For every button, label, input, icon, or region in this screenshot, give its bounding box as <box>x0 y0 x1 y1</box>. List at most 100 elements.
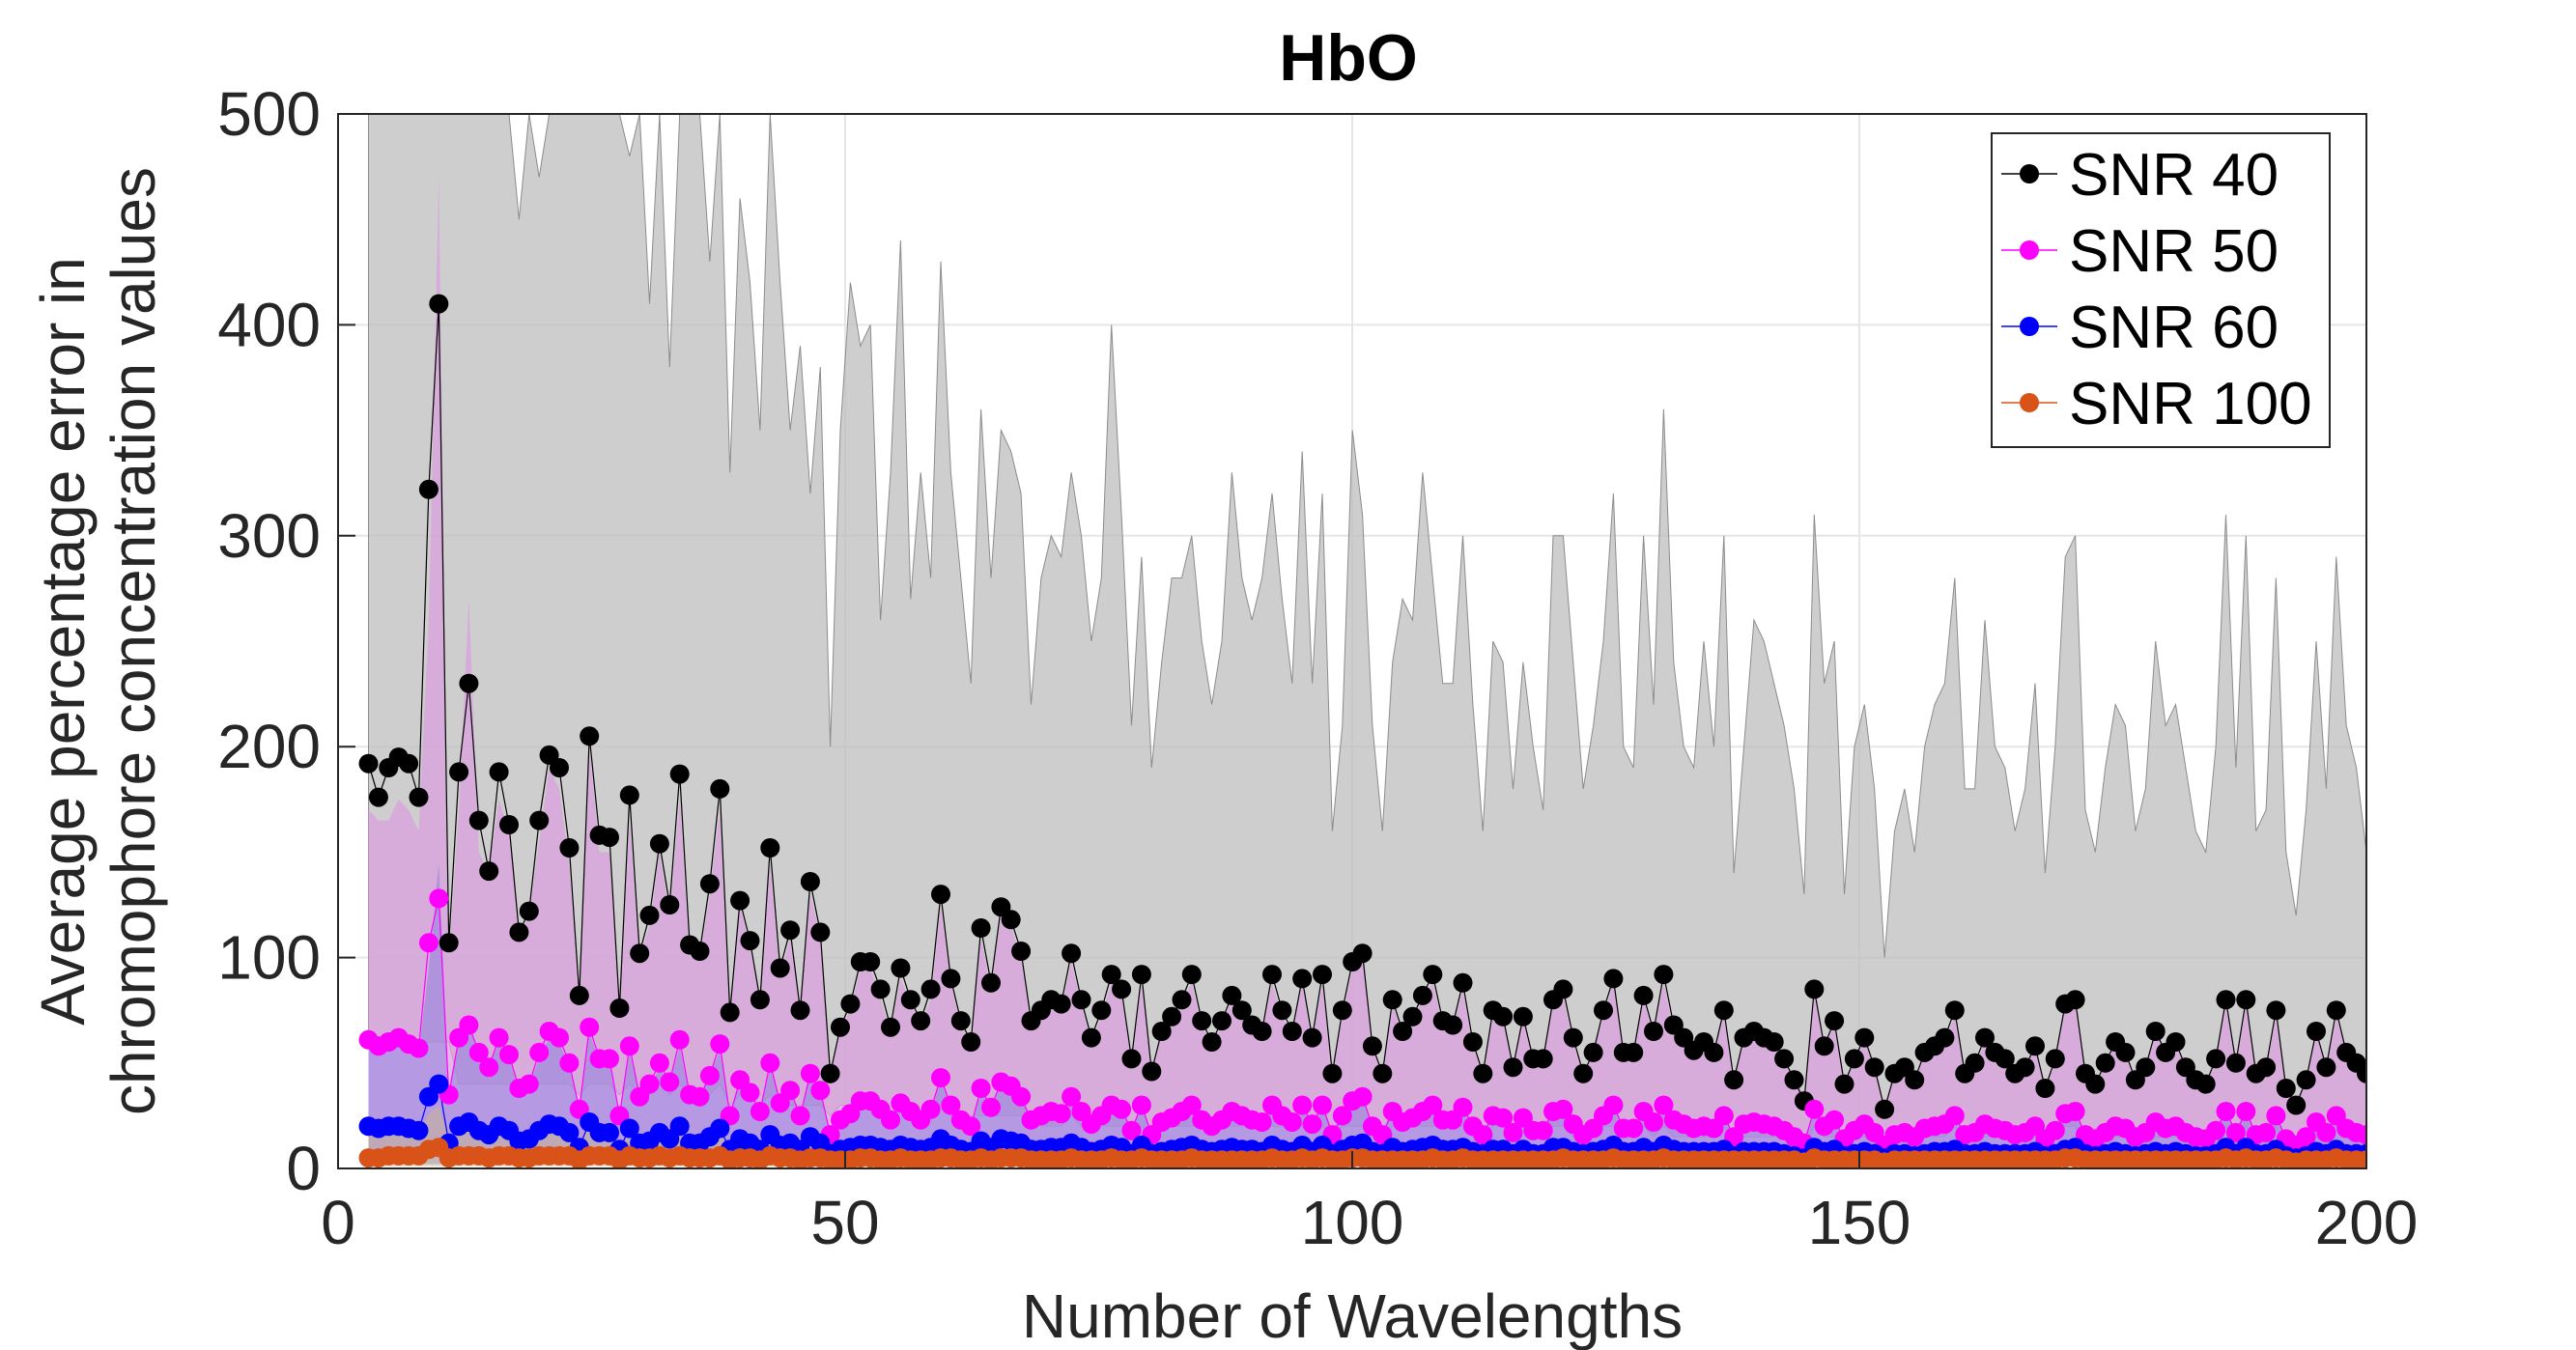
point-snr-40 <box>1302 1027 1322 1048</box>
point-snr-50 <box>1493 1108 1514 1128</box>
point-snr-40 <box>971 918 991 938</box>
legend-marker-snr-50 <box>2020 240 2039 260</box>
point-snr-40 <box>399 753 419 773</box>
point-snr-40 <box>1131 965 1151 985</box>
y-tick-label: 200 <box>217 712 321 781</box>
point-snr-50 <box>1302 1114 1322 1135</box>
point-snr-40 <box>2276 1079 2296 1098</box>
point-snr-50 <box>971 1079 991 1098</box>
point-snr-40 <box>2206 1049 2226 1069</box>
point-snr-50 <box>1644 1112 1663 1132</box>
point-snr-50 <box>600 1049 619 1069</box>
point-snr-50 <box>790 1106 810 1126</box>
point-snr-40 <box>1713 1000 1734 1021</box>
point-snr-40 <box>1965 1053 1985 1073</box>
point-snr-40 <box>1322 1063 1343 1083</box>
point-snr-40 <box>529 810 550 830</box>
point-snr-40 <box>690 942 710 961</box>
point-snr-40 <box>931 885 950 905</box>
legend: SNR 40 SNR 50 SNR 60 SNR 100 <box>1991 132 2331 448</box>
point-snr-40 <box>2115 1042 2136 1062</box>
point-snr-50 <box>1181 1095 1202 1115</box>
point-snr-50 <box>1131 1095 1151 1115</box>
point-snr-40 <box>1071 990 1091 1010</box>
point-snr-40 <box>720 1002 740 1023</box>
point-snr-40 <box>1724 1070 1744 1090</box>
point-snr-40 <box>1101 965 1121 985</box>
point-snr-50 <box>619 1036 639 1056</box>
point-snr-50 <box>580 1017 600 1037</box>
legend-label-snr-40: SNR 40 <box>2069 142 2279 209</box>
point-snr-40 <box>800 872 820 891</box>
point-snr-40 <box>418 479 439 499</box>
point-snr-40 <box>1553 979 1573 999</box>
point-snr-40 <box>600 828 619 848</box>
point-snr-50 <box>1282 1112 1302 1132</box>
point-snr-40 <box>1804 979 1825 999</box>
y-tick-label: 500 <box>217 79 321 149</box>
point-snr-50 <box>2296 1127 2316 1147</box>
point-snr-50 <box>429 888 449 909</box>
point-snr-40 <box>831 1017 850 1037</box>
point-snr-60 <box>409 1120 429 1140</box>
point-snr-40 <box>900 990 920 1010</box>
point-snr-40 <box>1172 990 1192 1010</box>
point-snr-40 <box>1142 1061 1162 1082</box>
point-snr-50 <box>1313 1095 1332 1115</box>
point-snr-50 <box>559 1053 580 1073</box>
point-snr-50 <box>810 1081 831 1101</box>
point-snr-40 <box>449 762 469 782</box>
point-snr-40 <box>1121 1049 1142 1069</box>
point-snr-40 <box>1995 1049 2015 1069</box>
point-snr-40 <box>1825 1011 1845 1031</box>
point-snr-40 <box>961 1032 981 1052</box>
point-snr-50 <box>1503 1122 1523 1142</box>
point-snr-50 <box>2216 1102 2236 1121</box>
point-snr-50 <box>529 1042 550 1062</box>
point-snr-40 <box>1222 985 1242 1005</box>
point-snr-40 <box>2286 1095 2307 1115</box>
point-snr-40 <box>569 985 589 1005</box>
point-snr-40 <box>1784 1070 1804 1090</box>
point-snr-50 <box>710 1034 730 1055</box>
point-snr-50 <box>2357 1125 2366 1145</box>
point-snr-50 <box>1944 1106 1965 1126</box>
point-snr-40 <box>630 943 650 964</box>
point-snr-50 <box>1473 1125 1493 1145</box>
point-snr-40 <box>1814 1036 1834 1056</box>
point-snr-40 <box>2035 1079 2055 1098</box>
y-tick-label: 100 <box>217 923 321 993</box>
point-snr-50 <box>1825 1110 1845 1130</box>
legend-label-snr-100: SNR 100 <box>2069 371 2312 437</box>
point-snr-40 <box>2065 990 2085 1010</box>
point-snr-40 <box>580 726 600 746</box>
point-snr-50 <box>961 1116 981 1137</box>
point-snr-40 <box>1503 1057 1523 1078</box>
point-snr-50 <box>489 1027 509 1048</box>
point-snr-50 <box>931 1068 950 1088</box>
point-snr-40 <box>760 838 780 858</box>
point-snr-100 <box>2357 1150 2366 1168</box>
point-snr-50 <box>699 1065 720 1085</box>
point-snr-50 <box>1121 1120 1142 1140</box>
point-snr-50 <box>800 1063 820 1083</box>
point-snr-50 <box>740 1083 760 1103</box>
point-snr-40 <box>1151 1022 1172 1041</box>
point-snr-40 <box>1774 1049 1795 1069</box>
point-snr-50 <box>479 1057 499 1078</box>
point-snr-40 <box>1844 1049 1864 1069</box>
point-snr-40 <box>2307 1022 2326 1041</box>
point-snr-40 <box>1011 942 1032 961</box>
point-snr-50 <box>639 1074 660 1094</box>
point-snr-40 <box>870 979 891 999</box>
legend-label-snr-60: SNR 60 <box>2069 295 2279 361</box>
point-snr-40 <box>1051 994 1071 1014</box>
legend-marker-snr-100 <box>2020 393 2039 412</box>
point-snr-40 <box>1854 1027 1875 1048</box>
point-snr-40 <box>2045 1049 2065 1069</box>
point-snr-40 <box>699 874 720 894</box>
point-snr-40 <box>639 905 660 925</box>
point-snr-40 <box>368 787 388 807</box>
point-snr-40 <box>1393 1022 1413 1041</box>
chart-title: HbO <box>1279 21 1418 95</box>
